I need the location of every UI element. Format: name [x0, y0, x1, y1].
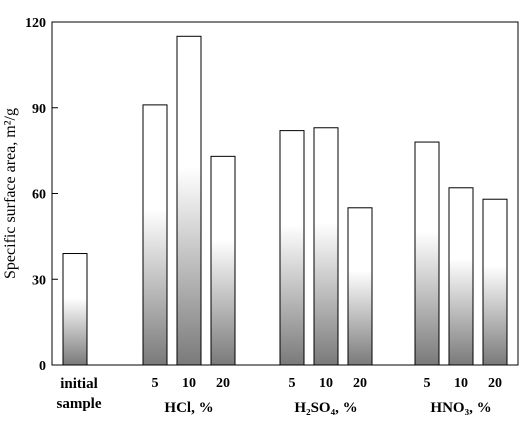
y-tick-label: 0: [39, 359, 46, 374]
group-label: initial: [60, 376, 98, 392]
bar: [210, 155, 236, 366]
group-label: H₂SO₄, %: [294, 400, 357, 416]
category-label: 20: [216, 376, 230, 391]
y-axis-label: Specific surface area, m²/g: [2, 108, 19, 279]
bar: [279, 130, 305, 366]
category-label: 5: [289, 376, 296, 391]
category-label: 20: [488, 376, 502, 391]
category-label: 5: [152, 376, 159, 391]
category-label: 10: [454, 376, 468, 391]
bar: [482, 198, 508, 366]
y-tick-label: 120: [25, 16, 46, 31]
group-label: HCl, %: [164, 400, 213, 416]
category-label: 10: [182, 376, 196, 391]
y-tick-label: 30: [32, 273, 46, 288]
group-label: sample: [57, 396, 102, 412]
bar: [313, 127, 339, 366]
bar: [414, 141, 440, 366]
category-label: 20: [353, 376, 367, 391]
bar: [448, 187, 474, 366]
category-label: 10: [319, 376, 333, 391]
bar: [176, 35, 202, 366]
group-label: HNO₃, %: [430, 400, 491, 416]
bar: [142, 104, 168, 366]
bar: [347, 207, 373, 366]
y-tick-label: 90: [32, 102, 46, 117]
y-tick-label: 60: [32, 188, 46, 203]
bar: [62, 253, 88, 366]
category-label: 5: [424, 376, 431, 391]
